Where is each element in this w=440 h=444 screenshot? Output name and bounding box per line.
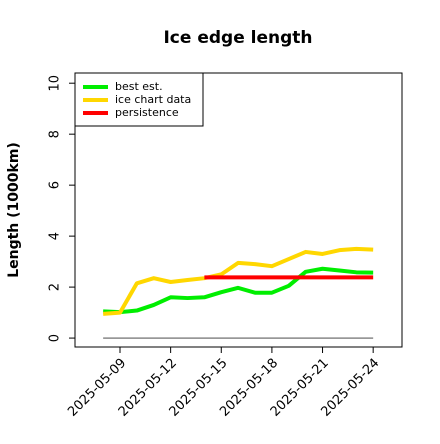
y-tick-label: 4	[48, 232, 63, 240]
series-line	[103, 266, 374, 315]
y-tick-label: 10	[48, 75, 63, 92]
y-tick-label: 2	[48, 283, 63, 291]
legend-label: persistence	[115, 106, 179, 119]
y-tick-label: 8	[48, 130, 63, 138]
chart-title: Ice edge length	[163, 28, 312, 48]
legend-label: ice chart data	[115, 93, 191, 106]
plot-frame	[74, 72, 403, 348]
series-line	[102, 246, 374, 316]
y-tick-label: 0	[48, 334, 63, 342]
legend-label: best est.	[115, 80, 163, 93]
y-tick-label: 6	[48, 181, 63, 189]
y-axis-label: Length (1000km)	[6, 142, 22, 278]
